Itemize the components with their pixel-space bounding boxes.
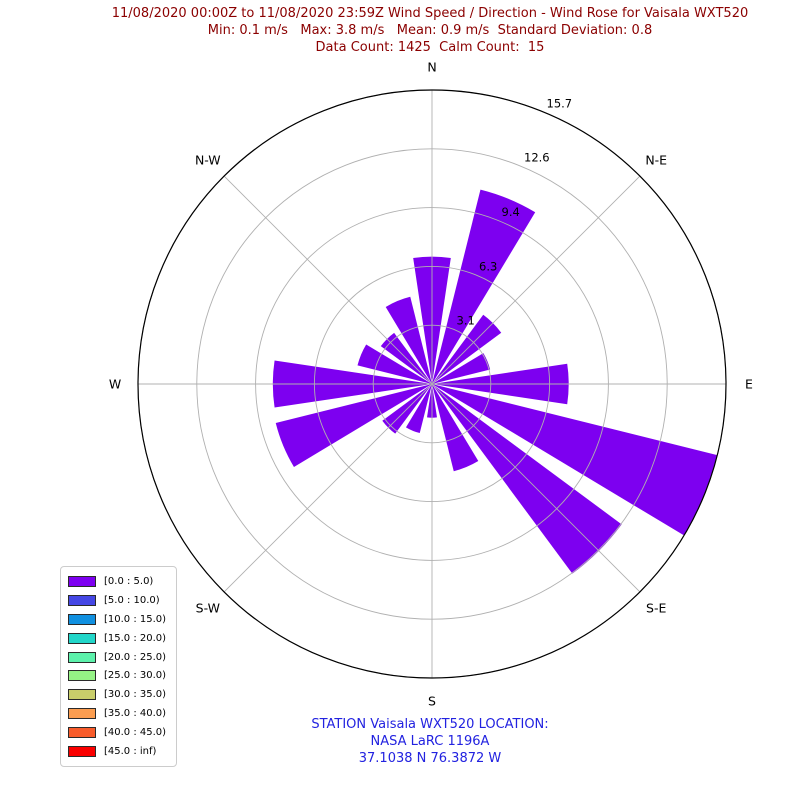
polar-spoke-gridline (223, 175, 641, 593)
wind-rose-wedge-SSW (405, 384, 432, 434)
legend-swatch-icon (68, 689, 96, 701)
legend-swatch-icon (68, 594, 96, 606)
compass-label-N: N (427, 60, 436, 75)
wind-rose-wedge-SSE (432, 384, 479, 472)
wind-rose-wedge-WSW (275, 384, 432, 467)
compass-label-N-W: N-W (195, 152, 221, 167)
wind-rose-wedge-NNW (385, 296, 432, 384)
compass-label-W: W (109, 377, 121, 392)
compass-label-N-E: N-E (645, 152, 667, 167)
chart-title-block: 11/08/2020 00:00Z to 11/08/2020 23:59Z W… (0, 5, 800, 56)
r-axis-tick-label: 15.7 (547, 96, 573, 110)
speed-bins-legend: [0.0 : 5.0) [5.0 : 10.0) [10.0 : 15.0) [15.… (60, 566, 178, 767)
wind-rose-wedge-ENE (432, 353, 491, 384)
legend-item-2: [10.0 : 15.0) (68, 610, 166, 629)
compass-label-S-W: S-W (196, 601, 220, 616)
legend-swatch-icon (68, 727, 96, 739)
legend-item-label: [15.0 : 20.0) (104, 632, 167, 644)
legend-swatch-icon (68, 613, 96, 625)
legend-item-label: [30.0 : 35.0) (104, 689, 167, 701)
legend-item-4: [20.0 : 25.0) (68, 648, 166, 667)
station-caption-line3: 37.1038 N 76.3872 W (358, 751, 502, 767)
wind-rose-wedge-ESE (432, 384, 718, 536)
legend-item-label: [5.0 : 10.0) (104, 594, 160, 606)
polar-outer-spine (137, 89, 727, 679)
legend-swatch-icon (68, 670, 96, 682)
legend-item-label: [20.0 : 25.0) (104, 651, 167, 663)
r-axis-tick-label: 9.4 (502, 205, 520, 219)
wind-rose-wedge-NNE (432, 189, 536, 384)
legend-swatch-icon (68, 651, 96, 663)
legend-item-label: [35.0 : 40.0) (104, 708, 167, 720)
legend-swatch-icon (68, 575, 96, 587)
station-caption-line2: NASA LaRC 1196A (370, 734, 490, 750)
legend-item-label: [10.0 : 15.0) (104, 613, 167, 625)
compass-label-E: E (745, 377, 753, 392)
compass-label-S: S (428, 694, 436, 709)
legend-item-9: [45.0 : inf) (68, 742, 166, 761)
r-axis-tick-label: 3.1 (457, 314, 475, 328)
legend-swatch-icon (68, 745, 96, 757)
chart-title-line1: 11/08/2020 00:00Z to 11/08/2020 23:59Z W… (111, 6, 749, 21)
legend-item-label: [25.0 : 30.0) (104, 670, 167, 682)
legend-item-label: [45.0 : inf) (104, 745, 157, 757)
legend-item-1: [5.0 : 10.0) (68, 591, 166, 610)
legend-item-7: [35.0 : 40.0) (68, 704, 166, 723)
compass-label-S-E: S-E (646, 601, 666, 616)
legend-item-5: [25.0 : 30.0) (68, 666, 166, 685)
legend-swatch-icon (68, 708, 96, 720)
legend-item-label: [0.0 : 5.0) (104, 575, 154, 587)
r-axis-tick-label: 6.3 (479, 259, 497, 273)
legend-item-label: [40.0 : 45.0) (104, 727, 167, 739)
chart-title-line3: Data Count: 1425 Calm Count: 15 (315, 40, 545, 56)
legend-list: [0.0 : 5.0) [5.0 : 10.0) [10.0 : 15.0) [15.… (68, 572, 166, 761)
legend-item-3: [15.0 : 20.0) (68, 629, 166, 648)
chart-title-line2: Min: 0.1 m/s Max: 3.8 m/s Mean: 0.9 m/s … (207, 23, 653, 39)
r-axis-tick-label: 12.6 (524, 151, 550, 165)
legend-item-0: [0.0 : 5.0) (68, 572, 166, 591)
legend-item-6: [30.0 : 35.0) (68, 685, 166, 704)
legend-swatch-icon (68, 632, 96, 644)
station-caption-block: STATION Vaisala WXT520 LOCATION: NASA La… (130, 716, 730, 767)
wind-rose-wedge-WNW (357, 344, 432, 384)
legend-item-8: [40.0 : 45.0) (68, 723, 166, 742)
station-caption-line1: STATION Vaisala WXT520 LOCATION: (311, 717, 549, 732)
